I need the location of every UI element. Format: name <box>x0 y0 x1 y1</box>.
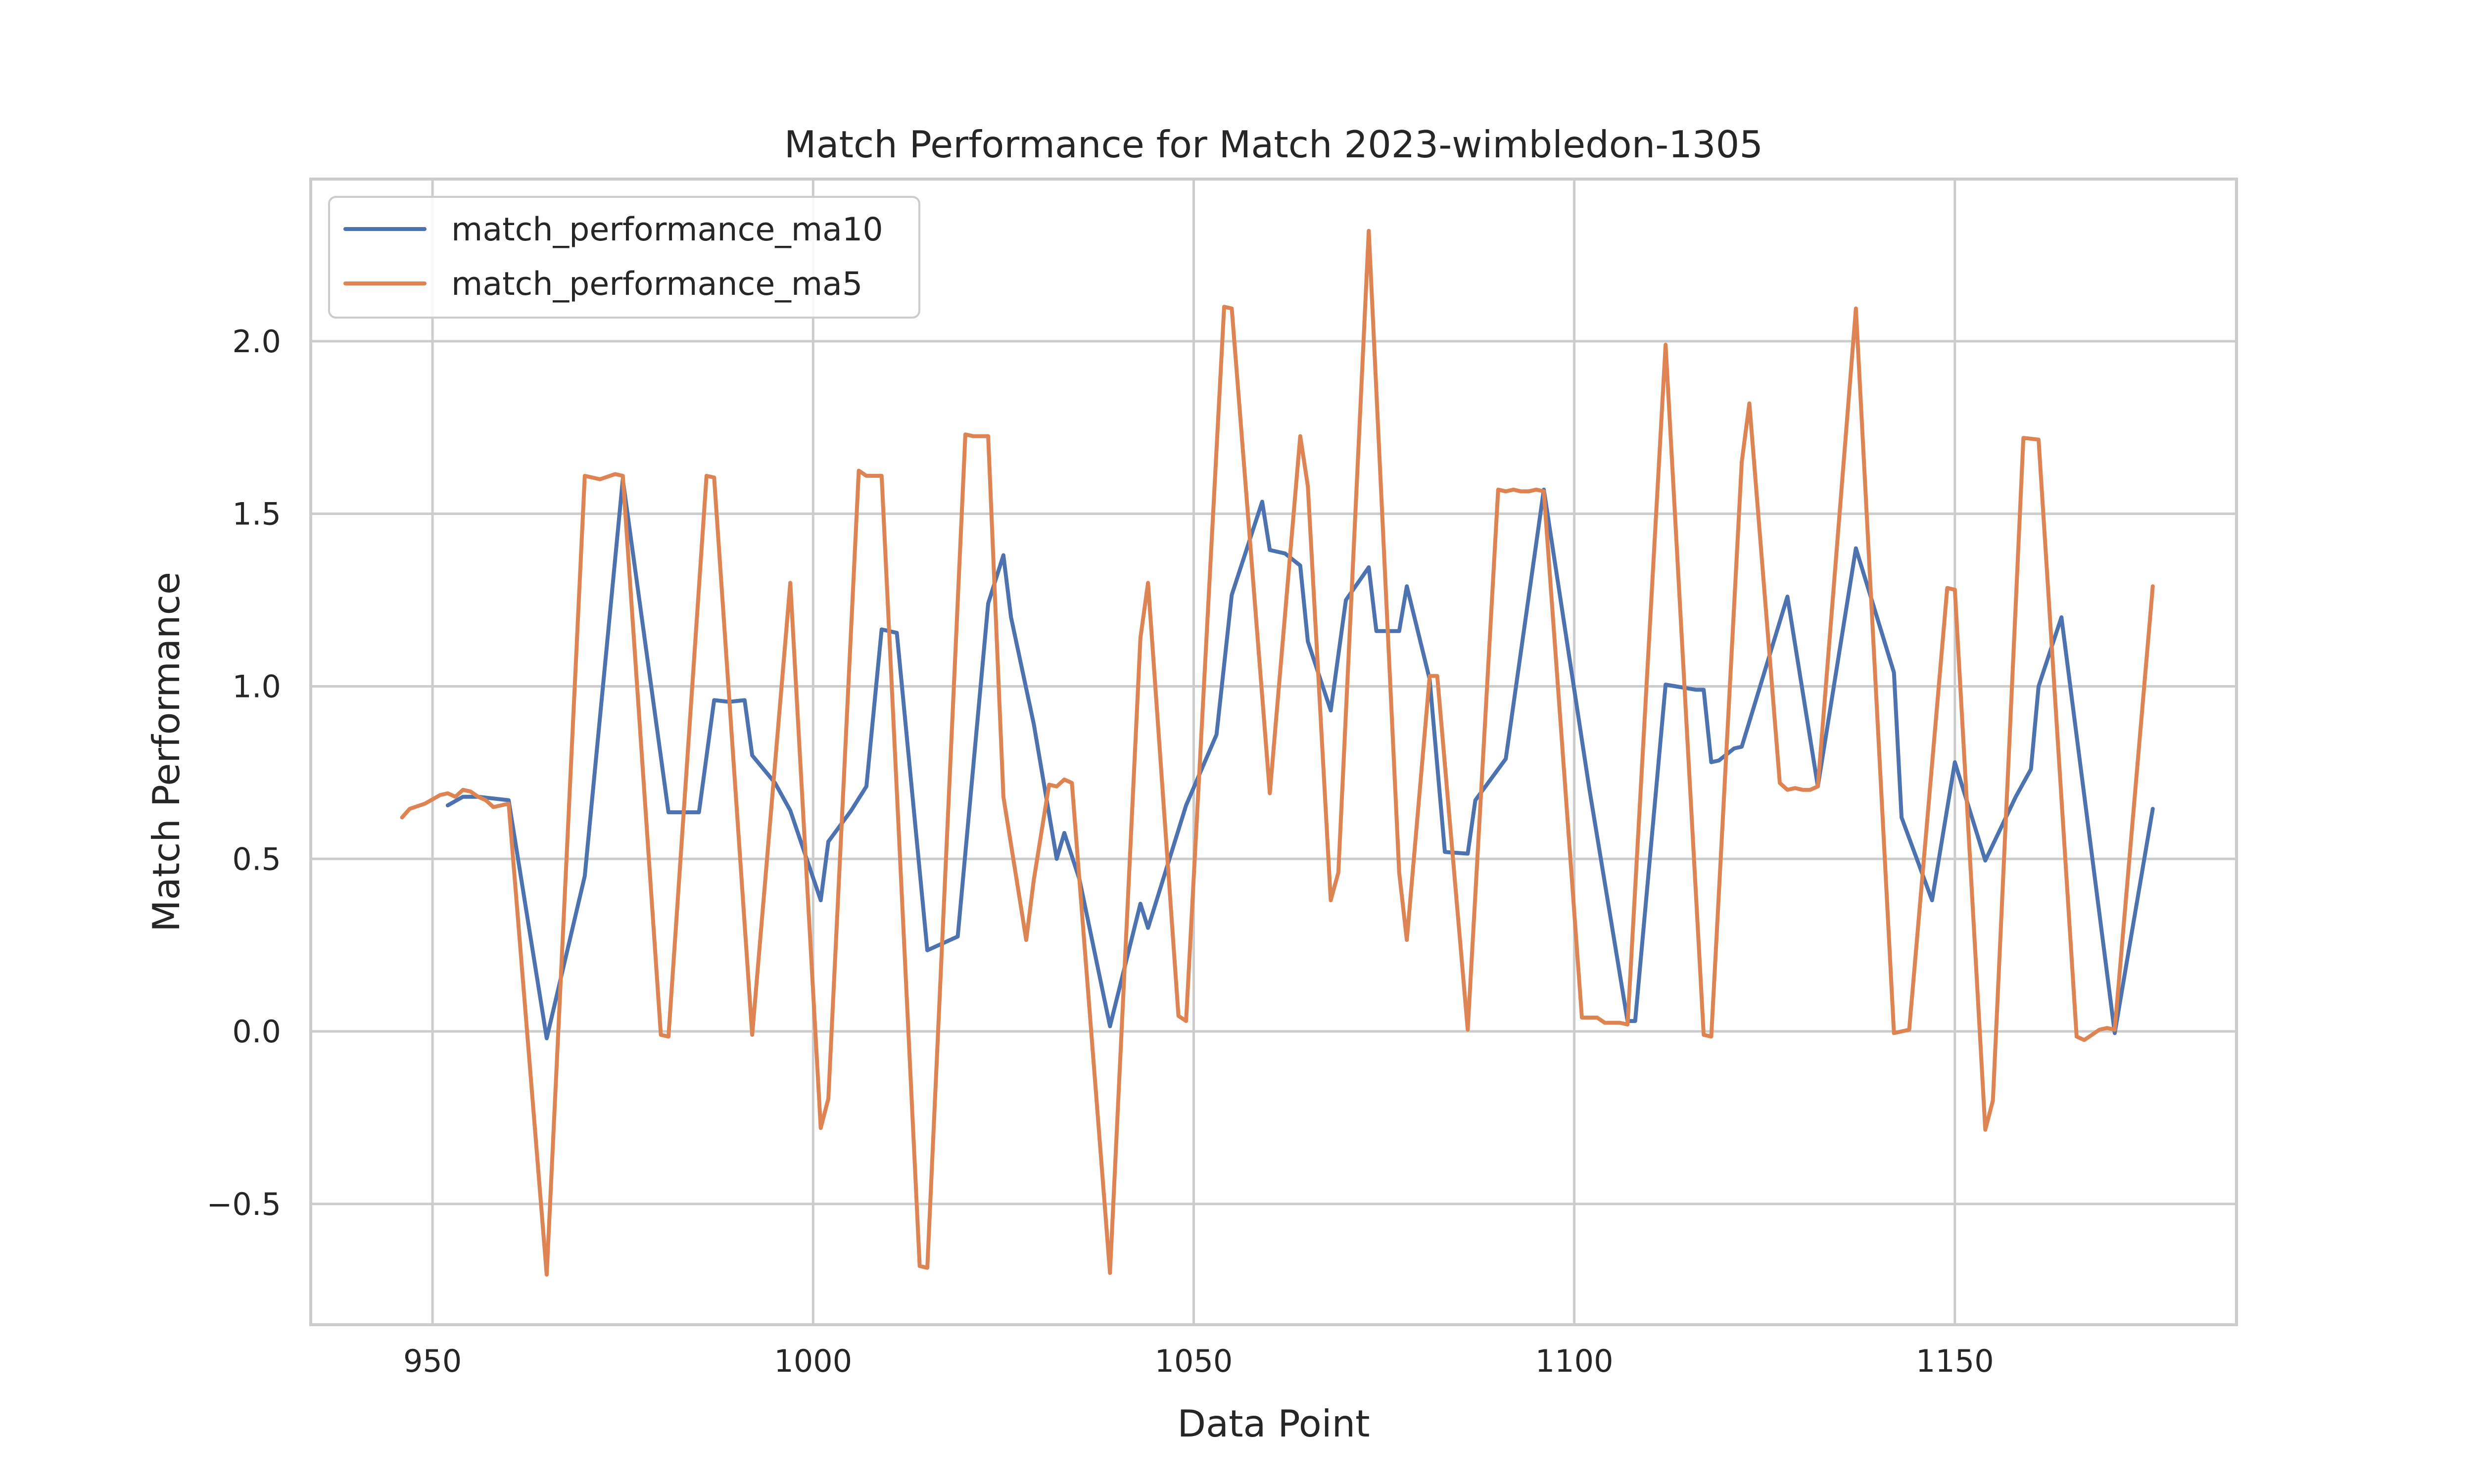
series-line-match_performance_ma10 <box>445 477 2155 1040</box>
x-tick-label: 1050 <box>1155 1343 1233 1379</box>
legend-box <box>328 196 920 319</box>
y-tick-label: 0.0 <box>232 1014 281 1050</box>
x-tick-label: 950 <box>403 1343 462 1379</box>
x-axis-label: Data Point <box>1177 1402 1370 1445</box>
legend-label-ma5: match_performance_ma5 <box>451 266 862 303</box>
tick-labels: 950 1000 1050 1100 1150 −0.5 0.0 0.5 1.0 1.5 2.0 <box>206 324 1994 1379</box>
y-tick-label: 2.0 <box>232 324 281 360</box>
y-tick-label: 0.5 <box>232 841 281 877</box>
chart-title: Match Performance for Match 2023-wimbled… <box>784 123 1763 166</box>
y-tick-label: 1.5 <box>232 496 281 532</box>
x-tick-label: 1150 <box>1916 1343 1994 1379</box>
grid-lines <box>311 179 2236 1325</box>
x-tick-label: 1100 <box>1535 1343 1614 1379</box>
y-tick-label: 1.0 <box>232 668 281 704</box>
y-axis-label: Match Performance <box>144 572 188 932</box>
legend-label-ma10: match_performance_ma10 <box>451 211 883 248</box>
legend: match_performance_ma10 match_performance… <box>328 196 920 319</box>
series-line-match_performance_ma5 <box>400 229 2155 1277</box>
y-tick-label: −0.5 <box>206 1186 281 1222</box>
series-lines <box>400 229 2155 1277</box>
plot-frame <box>309 178 2238 1326</box>
x-tick-label: 1000 <box>774 1343 852 1379</box>
